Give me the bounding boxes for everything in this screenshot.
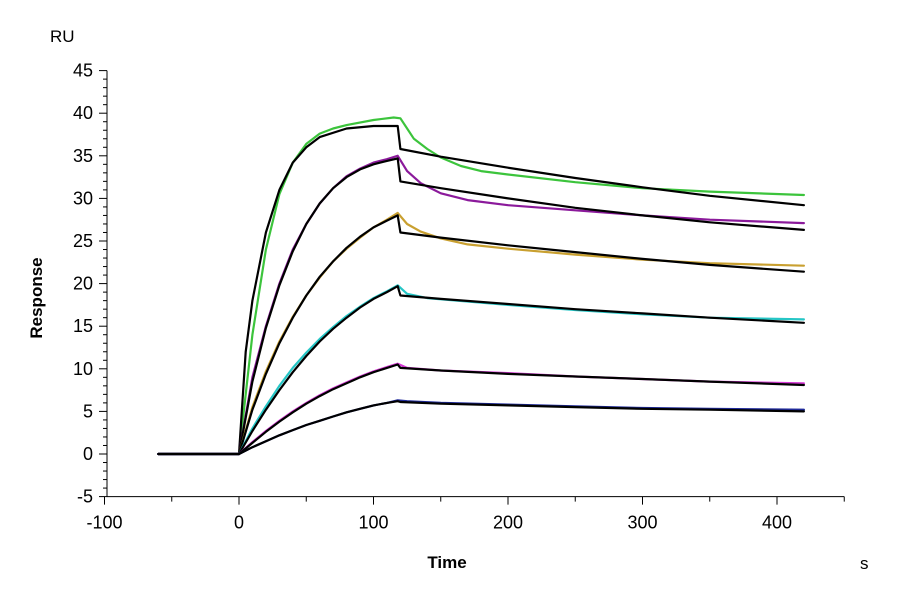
x-tick-label: -100 bbox=[86, 513, 122, 533]
x-tick-label: 100 bbox=[358, 513, 388, 533]
axes bbox=[99, 70, 845, 505]
series-line-10 bbox=[157, 363, 805, 456]
plot-lines bbox=[157, 116, 805, 456]
y-tick-label: 5 bbox=[83, 401, 93, 421]
y-tick-label: 45 bbox=[73, 61, 93, 81]
y-tick-label: 30 bbox=[73, 188, 93, 208]
y-tick-label: 0 bbox=[83, 444, 93, 464]
x-unit-label: s bbox=[860, 554, 869, 573]
y-unit-label: RU bbox=[50, 27, 75, 46]
y-tick-label: 40 bbox=[73, 103, 93, 123]
y-axis-title: Response bbox=[27, 257, 46, 338]
series-line-1 bbox=[157, 116, 805, 456]
series-line-2 bbox=[157, 124, 805, 456]
series-line-5 bbox=[157, 211, 805, 456]
y-tick-label: -5 bbox=[77, 487, 93, 507]
series-line-12 bbox=[157, 400, 805, 456]
x-tick-label: 400 bbox=[762, 513, 792, 533]
series-line-8 bbox=[157, 285, 805, 456]
y-tick-label: 20 bbox=[73, 274, 93, 294]
series-line-4 bbox=[157, 157, 805, 456]
x-tick-label: 200 bbox=[493, 513, 523, 533]
x-tick-label: 0 bbox=[234, 513, 244, 533]
y-tick-label: 25 bbox=[73, 231, 93, 251]
x-tick-label: 300 bbox=[627, 513, 657, 533]
y-tick-label: 35 bbox=[73, 146, 93, 166]
x-axis-title: Time bbox=[427, 553, 466, 572]
tick-labels: -5 0 5 10 15 20 25 30 35 40 45 -100 0 100 200 300 400 bbox=[73, 61, 792, 533]
y-tick-label: 15 bbox=[73, 316, 93, 336]
series-line-6 bbox=[157, 214, 805, 456]
y-tick-label: 10 bbox=[73, 359, 93, 379]
